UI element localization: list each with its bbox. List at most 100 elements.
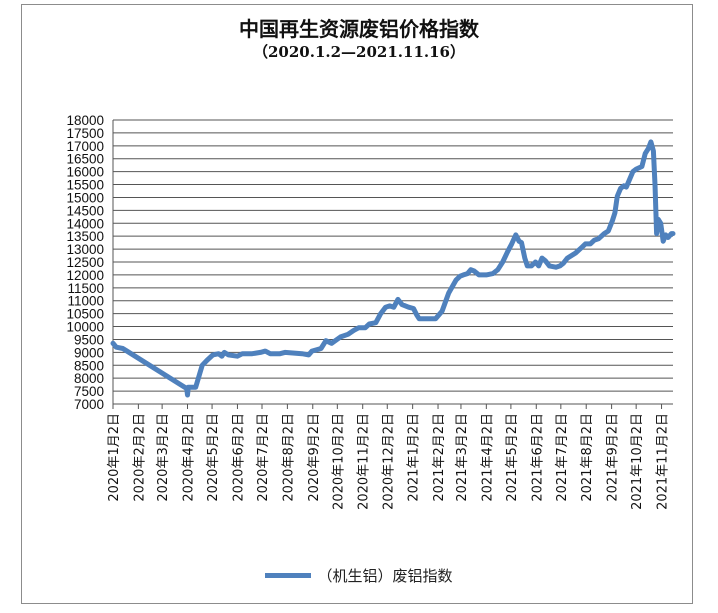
data-point (664, 233, 667, 237)
x-tick-label: 2021年5月2日 (505, 413, 520, 502)
data-point (430, 317, 433, 320)
y-tick-label: 14500 (66, 203, 104, 218)
x-tick-label: 2021年8月2日 (580, 413, 595, 502)
data-point (485, 273, 488, 277)
y-tick-label: 7500 (74, 384, 104, 399)
y-tick-label: 8500 (74, 358, 104, 373)
data-point (259, 351, 262, 354)
data-point (186, 393, 189, 397)
data-point (506, 250, 509, 253)
data-point (530, 264, 533, 268)
data-point (400, 303, 404, 306)
data-point (625, 185, 628, 189)
data-point (440, 309, 444, 313)
data-point (548, 264, 551, 268)
data-point (520, 241, 523, 244)
data-point (324, 339, 328, 342)
data-point (544, 259, 547, 262)
data-point (469, 268, 472, 271)
data-point (501, 260, 504, 264)
data-point (640, 165, 644, 168)
chart-title: 中国再生资源废铝价格指数 (239, 17, 479, 41)
data-point (558, 264, 562, 268)
data-point (346, 333, 350, 336)
x-tick-label: 2021年11月2日 (656, 413, 671, 510)
data-point (584, 242, 587, 246)
data-point (580, 246, 583, 249)
data-point (466, 272, 469, 275)
data-point (628, 178, 631, 181)
x-tick-label: 2020年12月2日 (381, 413, 396, 510)
data-point (121, 347, 125, 350)
legend: （机生铝）废铝指数 (0, 565, 718, 586)
data-point (619, 187, 622, 190)
x-tick-label: 2021年2月2日 (432, 413, 447, 502)
y-tick-label: 15500 (66, 178, 104, 193)
data-point (649, 140, 653, 144)
x-tick-label: 2021年4月2日 (480, 413, 495, 502)
y-tick-label: 18000 (66, 113, 104, 128)
series-line (110, 139, 676, 398)
x-tick-label: 2020年4月2日 (182, 413, 197, 502)
data-point (643, 152, 647, 155)
data-point (187, 386, 190, 389)
y-tick-label: 10000 (66, 320, 104, 335)
gridlines (113, 119, 673, 405)
data-point (388, 304, 391, 308)
x-tick-label: 2020年8月2日 (281, 413, 296, 502)
x-tick-label: 2020年9月2日 (307, 413, 322, 502)
data-point (613, 211, 617, 215)
data-point (622, 184, 626, 188)
y-tick-label: 15000 (66, 190, 104, 205)
y-tick-label: 16500 (66, 152, 104, 167)
x-tick-label: 2021年10月2日 (630, 413, 645, 510)
y-tick-label: 16000 (66, 165, 104, 180)
data-point (310, 349, 314, 353)
data-point (458, 275, 462, 278)
data-point (657, 218, 660, 221)
y-tick-label: 9500 (74, 332, 104, 347)
data-point (589, 242, 592, 246)
data-point (447, 291, 450, 295)
data-point (537, 264, 540, 268)
data-point (264, 349, 267, 353)
y-tick-label: 12500 (66, 255, 104, 270)
data-point (417, 317, 421, 320)
x-tick-label: 2021年6月2日 (530, 413, 545, 502)
x-axis: 2020年1月2日 2020年2月2日 2020年3月2日 2020年4月2日 2020… (107, 404, 671, 510)
y-tick-label: 12000 (66, 268, 104, 283)
data-point (566, 256, 569, 260)
data-point (631, 170, 635, 173)
data-point (368, 322, 371, 326)
x-tick-label: 2020年11月2日 (357, 413, 372, 510)
y-tick-label: 9000 (74, 345, 104, 360)
data-point (307, 353, 310, 357)
data-point (472, 269, 476, 273)
data-point (510, 242, 513, 246)
data-point (491, 272, 495, 275)
data-point (666, 236, 670, 239)
data-point (647, 147, 650, 150)
x-tick-label: 2021年1月2日 (407, 413, 422, 502)
data-point (268, 352, 272, 355)
legend-label: （机生铝）废铝指数 (317, 567, 453, 585)
x-tick-label: 2021年9月2日 (606, 413, 621, 502)
data-point (194, 386, 197, 389)
x-tick-label: 2021年3月2日 (455, 413, 470, 502)
data-point (115, 346, 118, 349)
y-tick-label: 13500 (66, 229, 104, 244)
data-point (462, 273, 465, 277)
data-point (477, 273, 481, 277)
y-tick-label: 10500 (66, 307, 104, 322)
data-point (185, 387, 188, 390)
data-point (396, 298, 400, 301)
data-point (278, 352, 282, 355)
data-point (597, 237, 600, 240)
data-point (223, 351, 226, 354)
data-point (534, 260, 537, 264)
data-point (407, 305, 410, 309)
x-tick-label: 2021年7月2日 (555, 413, 570, 502)
data-point (211, 353, 215, 357)
data-point (205, 358, 209, 362)
